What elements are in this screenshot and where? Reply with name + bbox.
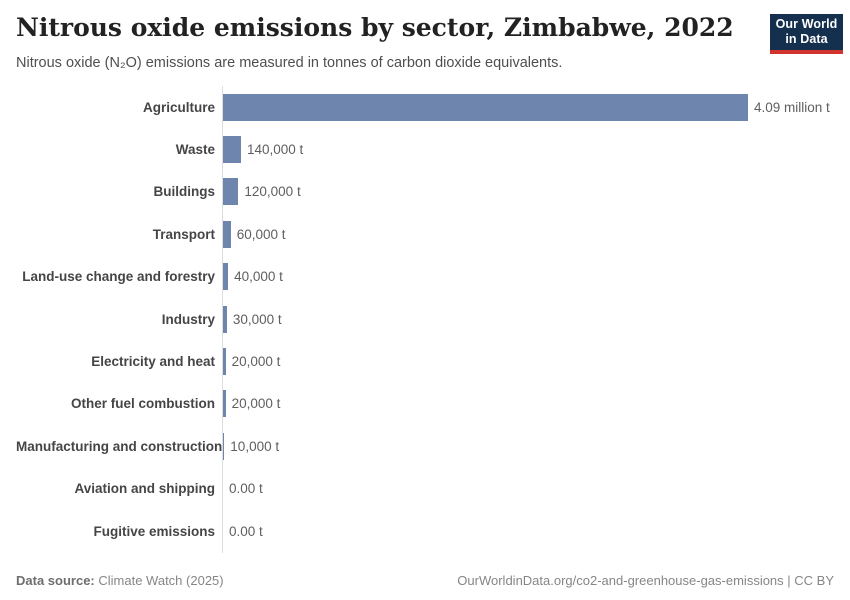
bar-area: 60,000 t bbox=[222, 220, 834, 248]
data-source-label: Data source: bbox=[16, 573, 95, 588]
bar[interactable] bbox=[223, 432, 225, 460]
category-label: Agriculture bbox=[142, 99, 215, 115]
data-source-value: Climate Watch (2025) bbox=[98, 573, 224, 588]
bar-area: 20,000 t bbox=[222, 348, 834, 376]
value-label: 30,000 t bbox=[232, 311, 282, 327]
value-label: 4.09 million t bbox=[754, 99, 830, 115]
category-label: Buildings bbox=[153, 184, 216, 200]
category-label: Transport bbox=[152, 226, 215, 242]
bar-area: 4.09 million t bbox=[222, 93, 834, 121]
bar-chart: Agriculture 4.09 million t Waste 140,000 t B… bbox=[16, 86, 834, 553]
category-label: Manufacturing and construction bbox=[16, 438, 223, 454]
bar[interactable] bbox=[223, 263, 229, 291]
chart-row: Waste 140,000 t bbox=[16, 128, 834, 170]
chart-row: Buildings 120,000 t bbox=[16, 171, 834, 213]
value-label: 140,000 t bbox=[247, 142, 304, 158]
category-label: Fugitive emissions bbox=[93, 523, 215, 539]
bar[interactable] bbox=[223, 136, 241, 164]
owid-credit-link[interactable]: OurWorldinData.org/co2-and-greenhouse-ga… bbox=[457, 573, 834, 588]
category-label: Other fuel combustion bbox=[70, 396, 215, 412]
chart-header: Nitrous oxide emissions by sector, Zimba… bbox=[16, 0, 834, 72]
y-axis-line bbox=[222, 86, 223, 553]
category-label: Waste bbox=[175, 142, 215, 158]
chart-row: Aviation and shipping 0.00 t bbox=[16, 468, 834, 510]
value-label: 20,000 t bbox=[231, 354, 281, 370]
chart-row: Industry 30,000 t bbox=[16, 298, 834, 340]
bar-area: 0.00 t bbox=[222, 518, 834, 545]
bar[interactable] bbox=[223, 390, 226, 418]
bar[interactable] bbox=[223, 348, 226, 376]
bar[interactable] bbox=[223, 178, 239, 206]
value-label: 20,000 t bbox=[231, 396, 281, 412]
bar[interactable] bbox=[223, 305, 227, 333]
chart-row: Other fuel combustion 20,000 t bbox=[16, 383, 834, 425]
category-label: Land-use change and forestry bbox=[22, 269, 215, 285]
bar-area: 30,000 t bbox=[222, 305, 834, 333]
bar-area: 40,000 t bbox=[222, 263, 834, 291]
bar-area: 0.00 t bbox=[222, 475, 834, 502]
bar[interactable] bbox=[223, 220, 231, 248]
category-label: Electricity and heat bbox=[91, 354, 215, 370]
chart-row: Manufacturing and construction 10,000 t bbox=[16, 425, 834, 467]
category-label: Industry bbox=[161, 311, 215, 327]
value-label: 120,000 t bbox=[244, 184, 301, 200]
bar-area: 140,000 t bbox=[222, 136, 834, 164]
value-label: 10,000 t bbox=[230, 438, 280, 454]
bar[interactable] bbox=[223, 93, 748, 121]
chart-row: Land-use change and forestry 40,000 t bbox=[16, 256, 834, 298]
category-label: Aviation and shipping bbox=[74, 481, 216, 497]
data-source: Data source: Climate Watch (2025) bbox=[16, 572, 224, 589]
owid-logo[interactable]: Our World in Data bbox=[770, 14, 843, 54]
owid-logo-line2: in Data bbox=[785, 32, 828, 46]
bar-area: 10,000 t bbox=[222, 432, 834, 460]
bar-area: 120,000 t bbox=[222, 178, 834, 206]
value-label: 40,000 t bbox=[234, 269, 283, 285]
chart-subtitle: Nitrous oxide (N₂O) emissions are measur… bbox=[16, 55, 563, 71]
chart-row: Transport 60,000 t bbox=[16, 213, 834, 255]
page-title: Nitrous oxide emissions by sector, Zimba… bbox=[16, 13, 734, 42]
value-label: 0.00 t bbox=[229, 481, 263, 497]
bar-area: 20,000 t bbox=[222, 390, 834, 418]
chart-footer: Data source: Climate Watch (2025) OurWor… bbox=[16, 572, 834, 589]
value-label: 0.00 t bbox=[229, 523, 263, 539]
chart-rows: Agriculture 4.09 million t Waste 140,000 t B… bbox=[16, 86, 834, 552]
value-label: 60,000 t bbox=[236, 226, 286, 242]
chart-row: Agriculture 4.09 million t bbox=[16, 86, 834, 128]
chart-row: Electricity and heat 20,000 t bbox=[16, 340, 834, 382]
chart-row: Fugitive emissions 0.00 t bbox=[16, 510, 834, 552]
owid-logo-line1: Our World bbox=[775, 17, 838, 31]
